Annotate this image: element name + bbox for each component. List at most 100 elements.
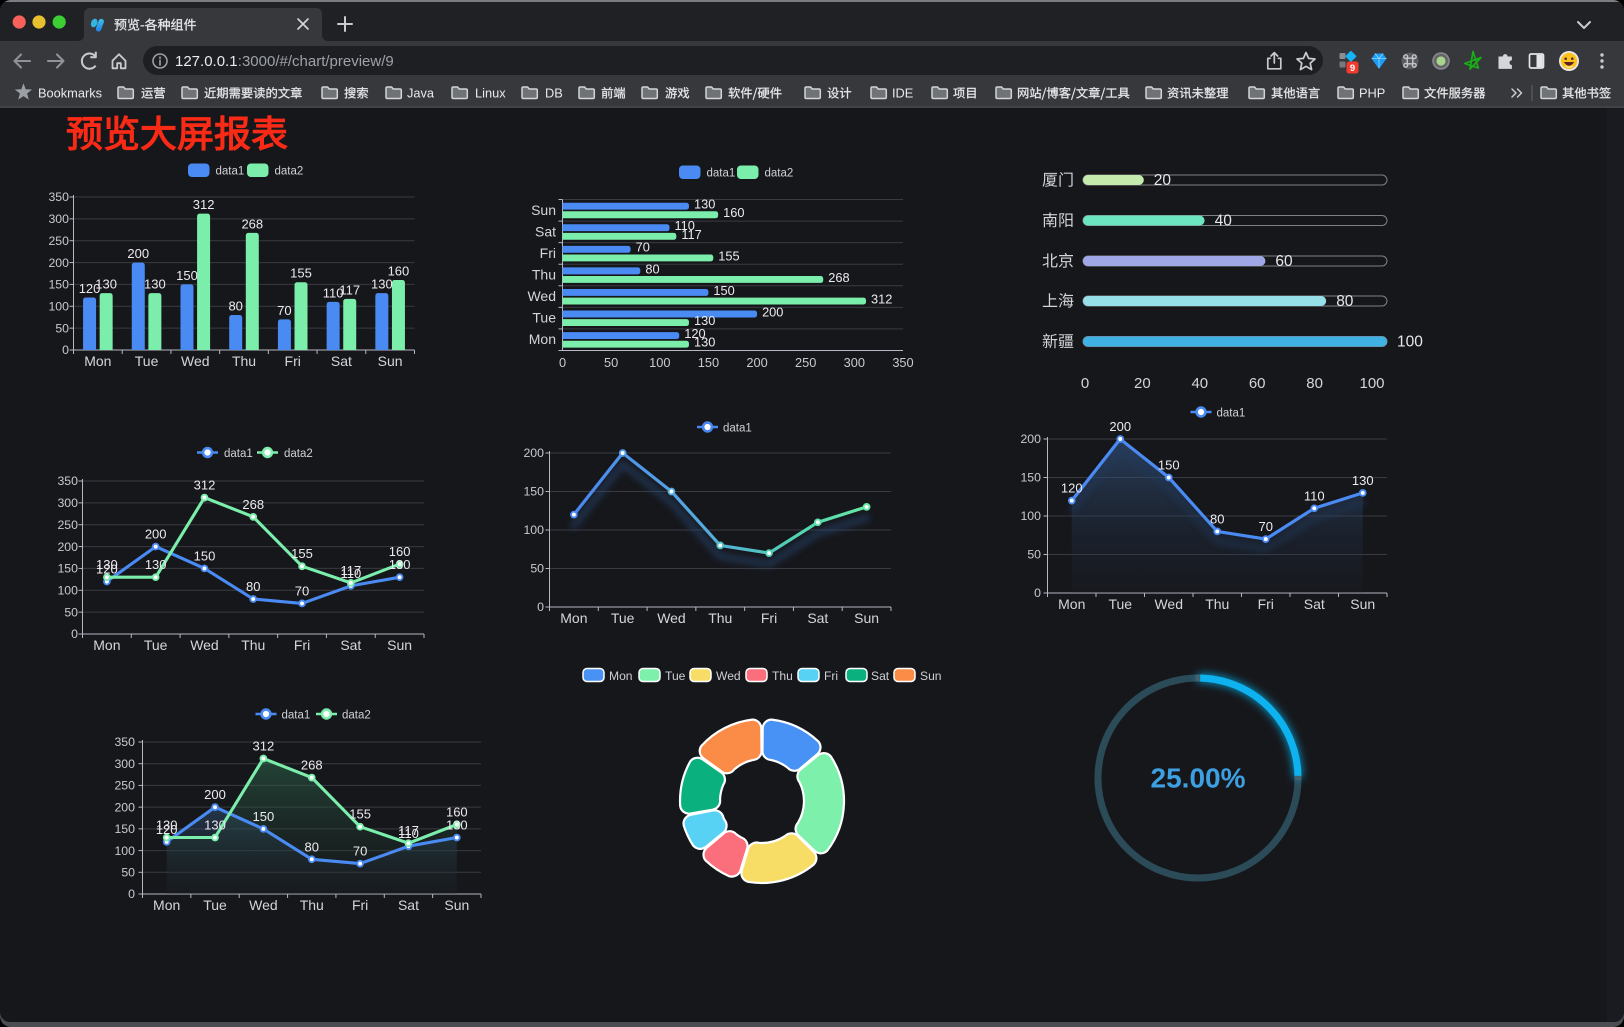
svg-text:DB: DB: [545, 85, 563, 100]
svg-text:80: 80: [305, 839, 319, 854]
svg-text:200: 200: [127, 246, 149, 261]
svg-text:Tue: Tue: [135, 353, 159, 369]
svg-text:Mon: Mon: [529, 331, 556, 347]
svg-text:130: 130: [389, 557, 411, 572]
svg-text:0: 0: [62, 343, 69, 357]
svg-text:Thu: Thu: [532, 267, 556, 283]
svg-text:Tue: Tue: [144, 637, 168, 653]
svg-text:70: 70: [277, 303, 291, 318]
svg-text:0: 0: [559, 355, 566, 370]
svg-text:100: 100: [1397, 334, 1423, 351]
svg-text:120: 120: [1061, 481, 1083, 496]
svg-text:127.0.0.1: 127.0.0.1: [175, 53, 238, 70]
svg-text:data2: data2: [765, 168, 794, 180]
svg-text:80: 80: [1306, 375, 1323, 392]
svg-text:200: 200: [746, 355, 767, 370]
svg-text:120: 120: [96, 562, 118, 577]
svg-text:Linux: Linux: [475, 85, 506, 100]
svg-text:Tue: Tue: [665, 669, 686, 683]
svg-text:Sat: Sat: [340, 637, 361, 653]
svg-text:Sat: Sat: [331, 353, 352, 369]
svg-text:120: 120: [79, 281, 101, 296]
svg-text:80: 80: [246, 579, 260, 594]
svg-text:130: 130: [96, 557, 118, 572]
svg-text:130: 130: [694, 197, 715, 212]
svg-text:Sun: Sun: [920, 669, 942, 683]
svg-text:Thu: Thu: [708, 610, 732, 626]
svg-text:Sat: Sat: [807, 610, 828, 626]
svg-text:150: 150: [57, 562, 78, 576]
svg-text:Fri: Fri: [824, 669, 838, 683]
svg-text:300: 300: [57, 496, 78, 510]
svg-text:60: 60: [1275, 253, 1293, 270]
svg-text:0: 0: [1034, 586, 1041, 600]
svg-text:300: 300: [114, 757, 135, 771]
svg-text:150: 150: [194, 548, 216, 563]
svg-text:Bookmarks: Bookmarks: [38, 85, 102, 100]
svg-text:200: 200: [204, 787, 226, 802]
svg-text:150: 150: [176, 268, 198, 283]
svg-text:100: 100: [1359, 375, 1384, 392]
svg-text:9: 9: [1350, 63, 1355, 74]
svg-text:Wed: Wed: [181, 353, 210, 369]
svg-text:80: 80: [1210, 511, 1224, 526]
svg-text:155: 155: [718, 248, 739, 263]
svg-text:Mon: Mon: [609, 669, 633, 683]
svg-text:70: 70: [353, 844, 367, 859]
svg-text:50: 50: [121, 865, 135, 879]
svg-text:Mon: Mon: [93, 637, 120, 653]
svg-text:Wed: Wed: [716, 669, 741, 683]
svg-text:200: 200: [1020, 432, 1041, 446]
svg-text:Tue: Tue: [1108, 596, 1132, 612]
svg-text:117: 117: [340, 563, 361, 578]
svg-text:data1: data1: [1217, 407, 1246, 419]
svg-text:100: 100: [57, 583, 78, 597]
svg-text:Thu: Thu: [300, 897, 324, 913]
svg-text:110: 110: [1304, 488, 1325, 503]
svg-text:268: 268: [242, 497, 264, 512]
svg-text:110: 110: [398, 826, 419, 841]
svg-text:160: 160: [446, 805, 468, 820]
svg-text:100: 100: [1020, 509, 1041, 523]
svg-text:20: 20: [1154, 172, 1172, 189]
svg-text:50: 50: [604, 355, 618, 370]
svg-text:350: 350: [48, 190, 69, 204]
svg-text:130: 130: [446, 818, 468, 833]
svg-text:data1: data1: [707, 168, 736, 180]
svg-text:data2: data2: [342, 709, 371, 721]
svg-text:0: 0: [71, 627, 78, 641]
svg-text:50: 50: [55, 321, 69, 335]
svg-text:50: 50: [64, 605, 78, 619]
svg-text:Java: Java: [407, 85, 435, 100]
svg-text:Thu: Thu: [1205, 596, 1229, 612]
svg-text:130: 130: [156, 818, 178, 833]
svg-text:Sat: Sat: [1304, 596, 1325, 612]
svg-text:PHP: PHP: [1359, 85, 1385, 100]
svg-text:Sat: Sat: [535, 223, 556, 239]
svg-text:40: 40: [1215, 213, 1233, 230]
svg-text:100: 100: [114, 844, 135, 858]
svg-text:Sun: Sun: [531, 202, 556, 218]
svg-text:data1: data1: [216, 166, 245, 178]
svg-text:250: 250: [795, 355, 816, 370]
svg-text:150: 150: [1020, 471, 1041, 485]
svg-text:268: 268: [828, 270, 849, 285]
svg-text:200: 200: [1109, 419, 1131, 434]
svg-text:312: 312: [193, 197, 215, 212]
svg-text:300: 300: [844, 355, 865, 370]
svg-text:Thu: Thu: [772, 669, 793, 683]
svg-text:Sun: Sun: [378, 353, 403, 369]
svg-text:110: 110: [323, 285, 344, 300]
svg-text:150: 150: [523, 485, 544, 499]
svg-text:Mon: Mon: [153, 897, 180, 913]
svg-text:80: 80: [1336, 293, 1354, 310]
svg-text:25.00%: 25.00%: [1151, 763, 1246, 794]
svg-text:110: 110: [340, 566, 361, 581]
svg-text:200: 200: [48, 256, 69, 270]
svg-text:Mon: Mon: [84, 353, 111, 369]
svg-text:350: 350: [892, 355, 913, 370]
svg-text:150: 150: [253, 809, 275, 824]
svg-text:data1: data1: [723, 422, 752, 434]
svg-text:130: 130: [694, 335, 715, 350]
svg-text:Fri: Fri: [294, 637, 310, 653]
